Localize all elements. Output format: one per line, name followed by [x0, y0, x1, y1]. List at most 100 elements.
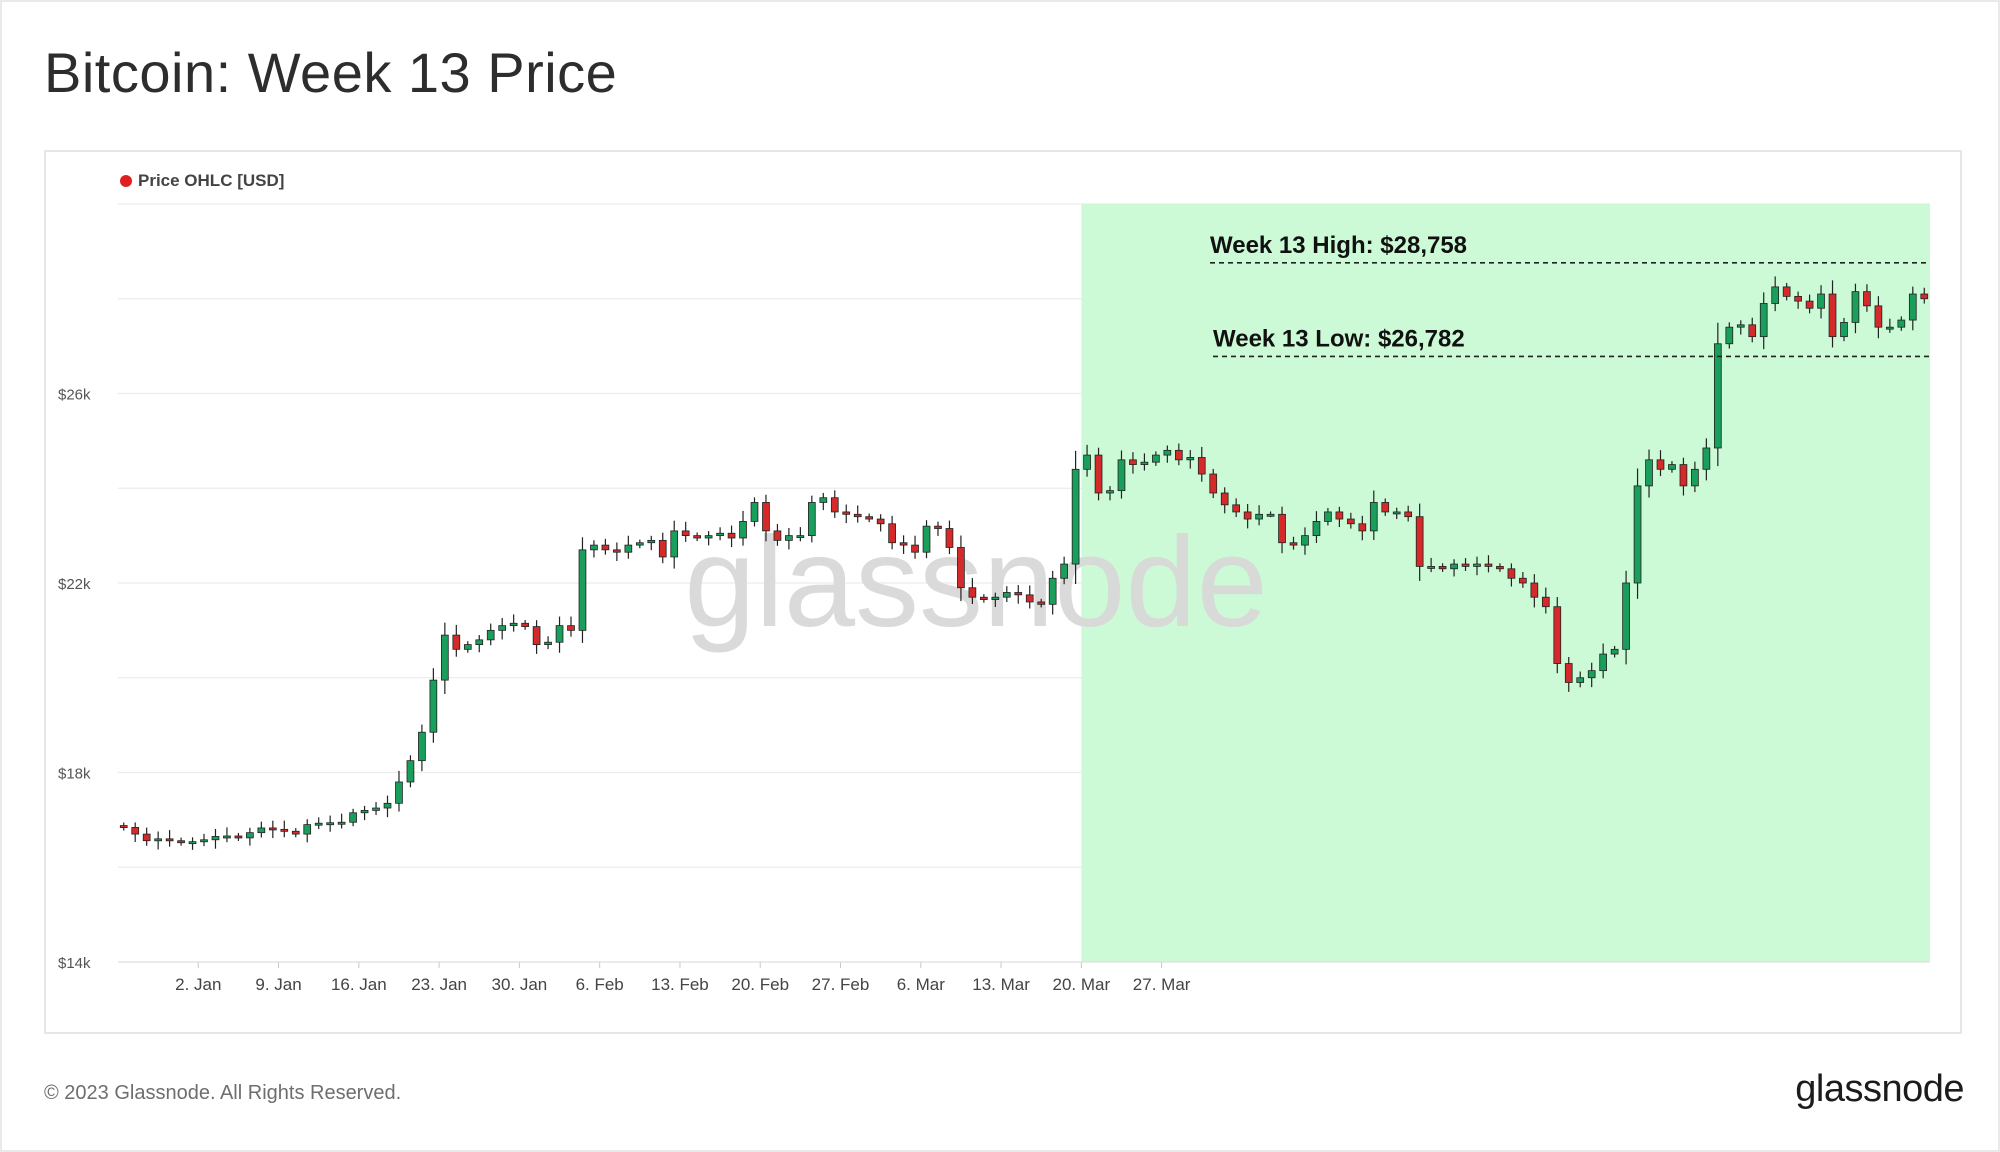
candle-body [830, 497, 839, 513]
candle-body [509, 622, 518, 627]
candle-body [624, 544, 633, 553]
candle-body [326, 822, 335, 826]
x-tick-label: 9. Jan [255, 975, 301, 994]
candle-body [1587, 670, 1596, 679]
candle-body [291, 830, 300, 835]
candle-body [257, 827, 266, 834]
candle-body [739, 521, 747, 539]
candle-body [1759, 303, 1768, 338]
candle-body [372, 807, 380, 811]
candle-body [693, 535, 701, 539]
highlight-layer [1081, 204, 1930, 962]
candle-body [303, 824, 312, 835]
candle-body [670, 530, 679, 558]
candle-body [1702, 447, 1711, 470]
y-tick-label: $26k [58, 387, 91, 404]
candle-body [1564, 663, 1573, 683]
candle-body [1209, 473, 1218, 494]
candle-body [441, 634, 449, 681]
x-tick-label: 13. Mar [972, 975, 1030, 994]
candle-body [314, 822, 323, 826]
candle-body [1404, 511, 1413, 518]
candle-body [1358, 523, 1367, 532]
candle-body [578, 549, 587, 631]
candle-body [716, 532, 724, 537]
candle-body [1874, 305, 1883, 328]
candle-body [1048, 577, 1057, 605]
watermark-text: glassnode [684, 511, 1268, 654]
x-tick-label: 30. Jan [492, 975, 548, 994]
candle-body [475, 639, 484, 645]
candle-body [211, 836, 220, 841]
candle-body [1679, 464, 1688, 487]
candle-body [1232, 504, 1241, 513]
candle-body [1083, 454, 1091, 470]
candle-body [188, 841, 197, 845]
candle-body [234, 835, 243, 839]
axis-layer: $14k $18k $22k $26k 2. Jan 9. Jan 16. Jan 23. J… [58, 387, 1930, 994]
candle-body [590, 544, 598, 551]
candle-body [1461, 563, 1470, 567]
week13-highlight [1081, 204, 1930, 962]
candle-body [1828, 293, 1837, 338]
x-tick-label: 16. Jan [331, 975, 387, 994]
candle-body [1140, 461, 1149, 465]
candle-body [807, 502, 816, 537]
candle-body [762, 502, 770, 532]
candle-body [980, 596, 988, 600]
legend[interactable]: Price OHLC [USD] [120, 171, 284, 190]
candle-body [1817, 293, 1825, 309]
candle-body [177, 840, 185, 844]
candle-body [1886, 326, 1894, 330]
candle-body [1450, 563, 1458, 570]
candle-body [1484, 563, 1493, 567]
candle-body [1037, 601, 1046, 605]
candle-body [819, 497, 828, 503]
candle-body [1713, 343, 1722, 449]
candle-body [911, 544, 919, 553]
candle-body [1438, 566, 1447, 570]
x-tick-label: 2. Jan [175, 975, 221, 994]
footer-copyright: © 2023 Glassnode. All Rights Reserved. [44, 1082, 402, 1104]
candle-body [486, 629, 495, 641]
candle-body [154, 838, 162, 842]
candle-body [1633, 485, 1642, 584]
candle-body [1060, 563, 1068, 579]
candle-body [429, 679, 438, 733]
candle-body [922, 525, 931, 553]
footer-logo[interactable]: glassnode [1795, 1068, 1964, 1110]
candle-body [1117, 459, 1126, 492]
candle-body [1186, 457, 1195, 461]
candle-body [658, 539, 667, 558]
candle-body [1301, 535, 1309, 546]
candle-body [498, 625, 507, 631]
candle-body [1736, 324, 1745, 328]
candle-body [349, 812, 357, 823]
candle-body [463, 644, 472, 650]
candle-body [1863, 291, 1871, 307]
candle-body [567, 625, 575, 631]
x-tick-label: 13. Feb [651, 975, 709, 994]
candle-body [521, 622, 529, 627]
y-tick-label: $14k [58, 955, 91, 972]
candle-body [1840, 322, 1848, 338]
candle-body [1541, 596, 1550, 608]
candle-body [1691, 468, 1699, 487]
candle-body [1197, 457, 1206, 475]
candle-body [200, 839, 208, 843]
candle-body [681, 530, 690, 537]
candle-body [1025, 594, 1034, 603]
candle-body [613, 549, 621, 553]
candle-body [1610, 648, 1619, 655]
candle-body [1392, 511, 1401, 515]
candle-body [268, 827, 277, 831]
candle-body [1473, 563, 1481, 567]
candle-body [842, 511, 851, 515]
candle-body [1656, 459, 1665, 470]
candle-body [635, 542, 644, 546]
x-tick-label: 20. Mar [1053, 975, 1111, 994]
candle-body [1289, 542, 1298, 546]
candle-body [1071, 468, 1080, 565]
candle-body [1599, 653, 1607, 672]
candle-body [1576, 677, 1585, 683]
